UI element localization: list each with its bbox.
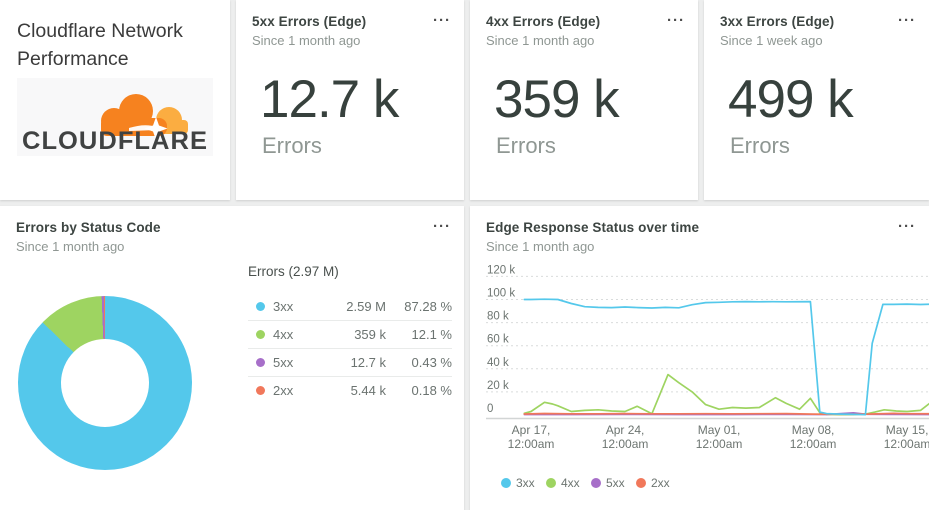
dashboard-title-card: Cloudflare Network Performance CLOUDFLAR… [0, 0, 230, 200]
x-axis-tick: 12:00am [696, 437, 743, 451]
x-axis-tick: Apr 17, [512, 423, 551, 437]
series-line-2xx[interactable] [523, 412, 929, 416]
series-color-dot [256, 301, 265, 311]
legend-row-5xx[interactable]: 5xx 12.7 k 0.43 % [248, 348, 452, 376]
card-menu-button[interactable]: ··· [667, 12, 685, 29]
series-label: 3xx [273, 298, 294, 314]
kpi-subtitle: Since 1 month ago [252, 33, 361, 48]
y-axis-tick: 80 k [487, 311, 509, 323]
series-value: 5.44 k [350, 383, 386, 398]
series-label: 2xx [273, 383, 294, 398]
chart-title: Edge Response Status over time [486, 220, 700, 235]
series-color-dot [256, 386, 265, 395]
kpi-value: 12.7 k [260, 70, 399, 129]
series-label: 4xx [273, 327, 294, 342]
x-axis-tick: 12:00am [884, 437, 929, 451]
x-axis-tick: May 08, [792, 423, 835, 437]
legend-dot-2xx [636, 478, 646, 488]
x-axis-tick: 12:00am [602, 437, 649, 451]
legend-dot-4xx [546, 478, 556, 488]
cloudflare-logo: CLOUDFLARE [17, 78, 213, 156]
y-axis-tick: 0 [487, 403, 493, 415]
series-value: 359 k [354, 327, 386, 342]
legend-row-2xx[interactable]: 2xx 5.44 k 0.18 % [248, 376, 452, 404]
card-menu-button[interactable]: ··· [433, 218, 451, 235]
y-axis-tick: 100 k [487, 288, 515, 300]
kpi-row: Cloudflare Network Performance CLOUDFLAR… [0, 0, 929, 200]
cloudflare-logo-text: CLOUDFLARE [22, 127, 208, 155]
kpi-subtitle: Since 1 week ago [720, 33, 823, 48]
kpi-card-5xx: ··· 5xx Errors (Edge) Since 1 month ago … [236, 0, 464, 200]
x-axis-tick: Apr 24, [606, 423, 645, 437]
kpi-unit-label: Errors [496, 132, 556, 158]
series-color-dot [256, 358, 265, 367]
charts-row: ··· Errors by Status Code Since 1 month … [0, 206, 929, 510]
kpi-card-3xx: ··· 3xx Errors (Edge) Since 1 week ago 4… [704, 0, 929, 200]
errors-by-status-card: ··· Errors by Status Code Since 1 month … [0, 206, 464, 510]
chart-title: Errors by Status Code [16, 220, 161, 235]
legend-label-3xx[interactable]: 3xx [516, 476, 535, 490]
y-axis-tick: 120 k [487, 264, 515, 276]
kpi-value: 499 k [728, 70, 854, 129]
series-percent: 0.18 % [411, 383, 452, 398]
card-menu-button[interactable]: ··· [898, 218, 916, 235]
series-percent: 87.28 % [404, 298, 452, 314]
x-axis-tick: 12:00am [790, 437, 837, 451]
y-axis-tick: 40 k [487, 357, 509, 369]
x-axis-tick: 12:00am [508, 437, 555, 451]
y-axis-tick: 60 k [487, 334, 509, 346]
legend-label-4xx[interactable]: 4xx [561, 476, 580, 490]
legend-label-5xx[interactable]: 5xx [606, 476, 625, 490]
kpi-title: 4xx Errors (Edge) [486, 14, 601, 29]
donut-hole [61, 339, 149, 427]
chart-subtitle: Since 1 month ago [16, 239, 125, 254]
kpi-subtitle: Since 1 month ago [486, 33, 595, 48]
legend-label-2xx[interactable]: 2xx [651, 476, 670, 490]
series-value: 2.59 M [346, 298, 386, 314]
legend-dot-5xx [591, 478, 601, 488]
card-menu-button[interactable]: ··· [898, 12, 916, 29]
legend-dot-3xx [501, 478, 511, 488]
series-color-dot [256, 330, 265, 339]
series-value: 12.7 k [350, 355, 386, 370]
chart-subtitle: Since 1 month ago [486, 239, 595, 254]
kpi-unit-label: Errors [730, 132, 790, 158]
series-label: 5xx [273, 355, 294, 370]
x-axis-tick: May 01, [698, 423, 741, 437]
donut-chart[interactable] [18, 296, 192, 470]
legend-table: 3xx 2.59 M 87.28 % 4xx 359 k 12.1 % 5xx 12.7 k 0… [248, 292, 452, 404]
legend-title: Errors (2.97 M) [248, 264, 339, 279]
series-percent: 0.43 % [411, 355, 452, 370]
cloudflare-cloud-icon [101, 94, 188, 140]
kpi-unit-label: Errors [262, 132, 322, 158]
kpi-value: 359 k [494, 70, 620, 129]
series-line-3xx[interactable] [523, 298, 929, 416]
edge-response-status-card: ··· Edge Response Status over time Since… [470, 206, 929, 510]
legend-row-4xx[interactable]: 4xx 359 k 12.1 % [248, 320, 452, 348]
y-axis-tick: 20 k [487, 380, 509, 392]
kpi-card-4xx: ··· 4xx Errors (Edge) Since 1 month ago … [470, 0, 698, 200]
kpi-title: 5xx Errors (Edge) [252, 14, 367, 29]
line-chart[interactable]: 120 k 100 k 80 k 60 k 40 k 20 k 0 Apr 17, 12:00a… [484, 264, 929, 504]
dashboard-title: Cloudflare Network Performance [17, 20, 183, 70]
donut-legend: Errors (2.97 M) 3xx 2.59 M 87.28 % 4xx 359 k… [248, 264, 452, 404]
x-axis-tick: May 15, [886, 423, 929, 437]
series-percent: 12.1 % [411, 327, 452, 342]
legend-row-3xx[interactable]: 3xx 2.59 M 87.28 % [248, 292, 452, 320]
card-menu-button[interactable]: ··· [433, 12, 451, 29]
kpi-title: 3xx Errors (Edge) [720, 14, 835, 29]
